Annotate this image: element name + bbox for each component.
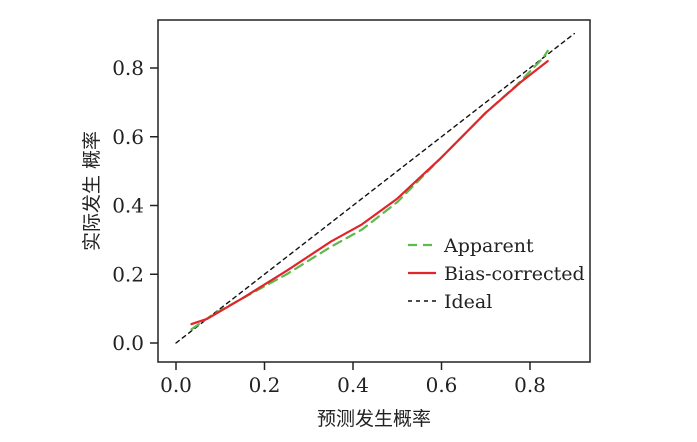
y-tick-label: 0.4: [112, 194, 144, 218]
y-tick-label: 0.6: [112, 125, 144, 149]
series-line-ideal: [175, 32, 575, 344]
legend-label: Bias-corrected: [444, 263, 585, 285]
legend-label: Ideal: [444, 291, 492, 313]
x-tick-label: 0.0: [160, 373, 192, 397]
series-line-apparent: [190, 49, 549, 331]
legend: Apparent Bias-corrected Ideal: [408, 235, 585, 313]
plot-frame: [157, 19, 591, 363]
series-line-bias-corrected: [190, 59, 549, 326]
x-tick-label: 0.6: [426, 373, 458, 397]
y-tick-label: 0.2: [112, 262, 144, 286]
x-axis-title: 预测发生概率: [317, 408, 431, 430]
x-axis: 0.0 0.2 0.4 0.6 0.8: [160, 362, 546, 397]
series-layer: [175, 32, 575, 344]
x-tick-label: 0.4: [337, 373, 369, 397]
x-tick-label: 0.8: [514, 373, 546, 397]
y-axis-title: 实际发生 概率: [81, 131, 103, 251]
legend-label: Apparent: [443, 235, 534, 257]
x-tick-label: 0.2: [249, 373, 281, 397]
y-axis: 0.0 0.2 0.4 0.6 0.8: [112, 56, 158, 355]
y-tick-label: 0.0: [112, 331, 144, 355]
y-tick-label: 0.8: [112, 56, 144, 80]
